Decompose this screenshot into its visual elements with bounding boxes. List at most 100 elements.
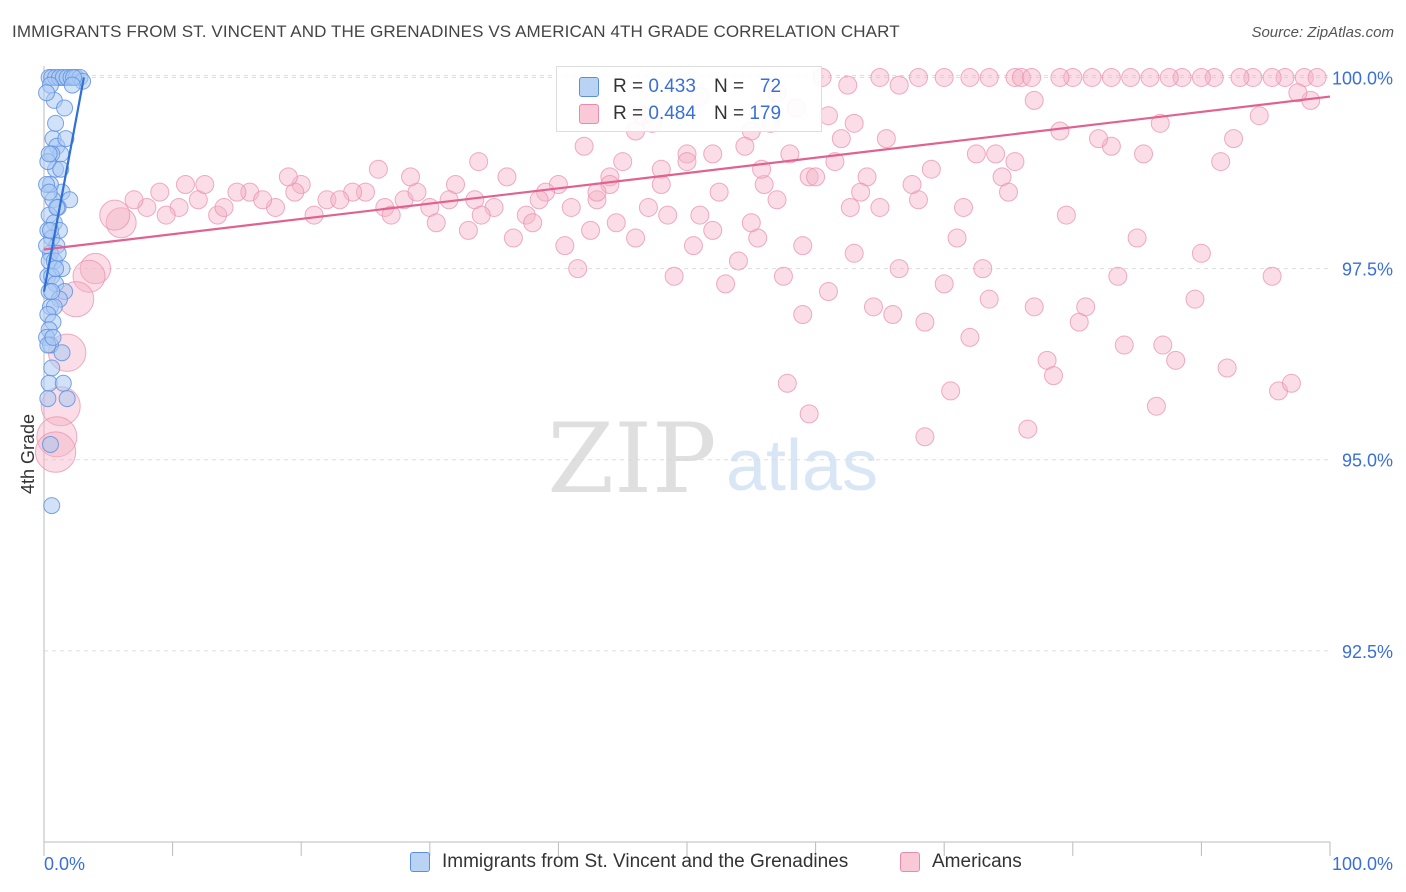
- americans-point: [1024, 297, 1044, 317]
- americans-point: [840, 197, 860, 217]
- bottom-legend-label-americans: Americans: [932, 851, 1022, 872]
- legend-row-americans: R = 0.484 N = 179: [579, 101, 781, 127]
- legend-swatch-blue: [579, 77, 599, 97]
- americans-point: [1076, 297, 1096, 317]
- americans-point: [626, 228, 646, 248]
- americans-point: [651, 159, 671, 179]
- americans-point: [1159, 67, 1179, 87]
- y-tick-label: 100.0%: [1332, 68, 1393, 88]
- americans-point: [638, 197, 658, 217]
- americans-point: [330, 190, 350, 210]
- americans-point: [458, 220, 478, 240]
- americans-point: [773, 266, 793, 286]
- americans-point: [1050, 67, 1070, 87]
- immigrants-point: [56, 99, 74, 117]
- americans-point: [1018, 419, 1038, 439]
- chart-title: IMMIGRANTS FROM ST. VINCENT AND THE GREN…: [12, 22, 900, 41]
- americans-point: [278, 167, 298, 187]
- source-label: Source: ZipAtlas.com: [1251, 24, 1394, 41]
- americans-point: [883, 304, 903, 324]
- americans-point: [368, 159, 388, 179]
- americans-point: [728, 251, 748, 271]
- immigrants-point: [44, 328, 62, 346]
- americans-point: [934, 67, 954, 87]
- americans-point: [677, 144, 697, 164]
- x-tick-label-max: 100.0%: [1332, 854, 1393, 874]
- legend-n-label: N =: [713, 76, 745, 97]
- americans-point: [915, 427, 935, 447]
- americans-point: [690, 205, 710, 225]
- americans-point: [651, 175, 671, 195]
- watermark: ZIP atlas: [547, 403, 878, 515]
- bottom-legend-label-immigrants: Immigrants from St. Vincent and the Gren…: [442, 851, 849, 872]
- americans-point: [1262, 266, 1282, 286]
- americans-point: [902, 175, 922, 195]
- americans-point: [831, 129, 851, 149]
- americans-point: [401, 167, 421, 187]
- americans-point: [889, 259, 909, 279]
- americans-point: [658, 205, 678, 225]
- americans-point: [844, 113, 864, 133]
- americans-point: [915, 312, 935, 332]
- immigrants-point: [57, 130, 75, 148]
- immigrants-point: [53, 344, 71, 362]
- americans-point: [1056, 205, 1076, 225]
- americans-point: [921, 159, 941, 179]
- americans-point: [716, 274, 736, 294]
- americans-point: [1166, 350, 1186, 370]
- americans-point: [1230, 67, 1250, 87]
- americans-point: [195, 175, 215, 195]
- americans-point: [1150, 113, 1170, 133]
- americans-point: [1191, 243, 1211, 263]
- americans-point: [124, 190, 144, 210]
- legend-swatch-pink: [579, 104, 599, 124]
- bottom-legend-americans: Americans: [900, 851, 1022, 873]
- americans-point: [381, 205, 401, 225]
- americans-point: [999, 182, 1018, 202]
- americans-point: [863, 297, 883, 317]
- bottom-legend-swatch-pink: [900, 852, 920, 872]
- americans-point: [876, 129, 896, 149]
- americans-point: [934, 274, 954, 294]
- americans-point: [214, 197, 234, 217]
- immigrants-point: [43, 359, 61, 377]
- americans-point: [1224, 129, 1244, 149]
- americans-point: [889, 75, 909, 95]
- americans-point: [844, 243, 864, 263]
- americans-point: [966, 144, 986, 164]
- americans-point: [587, 190, 607, 210]
- americans-point: [72, 259, 106, 293]
- immigrants-point: [48, 198, 66, 216]
- bottom-legend-immigrants: Immigrants from St. Vincent and the Gren…: [410, 851, 848, 873]
- americans-point: [754, 175, 774, 195]
- americans-point: [709, 182, 729, 202]
- americans-point: [799, 404, 819, 424]
- americans-point: [1114, 335, 1134, 355]
- americans-point: [683, 236, 703, 256]
- immigrants-point: [52, 160, 70, 178]
- americans-point: [947, 228, 967, 248]
- americans-point: [767, 190, 787, 210]
- immigrants-point: [38, 84, 56, 102]
- americans-point: [793, 236, 813, 256]
- americans-point: [953, 197, 973, 217]
- americans-point: [1249, 106, 1269, 126]
- immigrants-point: [43, 283, 61, 301]
- immigrants-point: [58, 390, 76, 408]
- americans-point: [99, 199, 131, 231]
- immigrants-point: [54, 374, 72, 392]
- americans-point: [677, 152, 697, 172]
- immigrants-point: [41, 435, 59, 453]
- americans-point: [870, 197, 890, 217]
- americans-point: [1134, 144, 1154, 164]
- watermark-atlas: atlas: [726, 426, 878, 506]
- axis-labels: 92.5% 95.0% 97.5% 100.0% 0.0% 100.0% 4th Grade: [18, 68, 1393, 874]
- americans-point: [780, 144, 800, 164]
- americans-point: [208, 205, 228, 225]
- x-tick-label-min: 0.0%: [44, 854, 85, 874]
- americans-point: [986, 144, 1006, 164]
- americans-point: [1022, 67, 1042, 87]
- americans-point: [497, 167, 517, 187]
- americans-point: [606, 213, 626, 233]
